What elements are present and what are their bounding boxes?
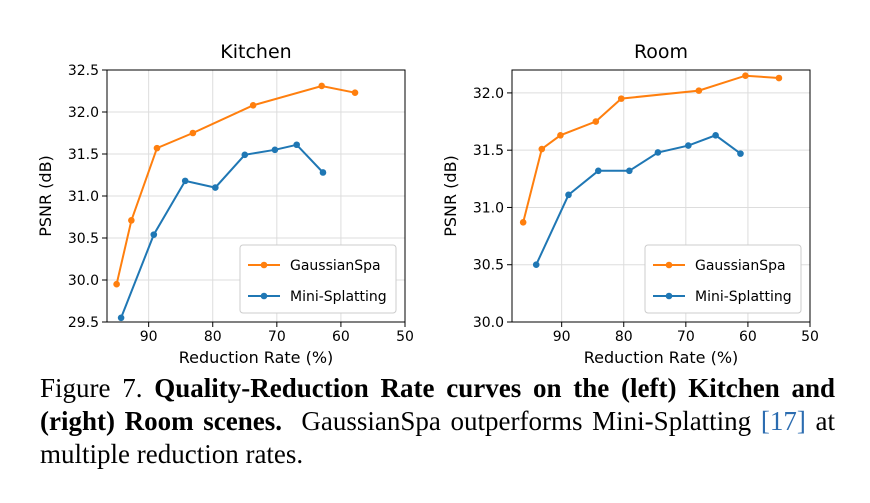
kitchen-mini-splatting-point [319, 169, 327, 176]
kitchen-gaussianspa-point [318, 82, 325, 90]
room-gaussianspa-point [557, 131, 564, 139]
room-y-axis-label: PSNR (dB) [441, 155, 460, 237]
kitchen-mini-splatting-point [271, 146, 279, 154]
kitchen-y-tick-label: 30.0 [68, 273, 99, 289]
room-gaussianspa-point [695, 87, 703, 94]
room-mini-splatting-point [685, 142, 692, 149]
kitchen-gaussianspa-legend-marker [260, 261, 268, 269]
kitchen-gaussianspa-point [189, 129, 197, 137]
room-mini-splatting-point [532, 261, 540, 269]
kitchen-legend: GaussianSpa Mini-Splatting [239, 244, 397, 314]
kitchen-mini-splatting-point [212, 184, 219, 191]
room-x-tick-label: 50 [801, 329, 819, 345]
kitchen-gaussianspa-point [128, 217, 135, 224]
kitchen-y-tick-label: 32.5 [68, 63, 99, 79]
kitchen-y-tick-label: 29.5 [68, 315, 99, 331]
kitchen-y-tick-label: 31.0 [68, 189, 99, 205]
citation-link[interactable]: [17] [760, 406, 806, 436]
kitchen-gaussianspa-point [351, 89, 359, 96]
kitchen-y-tick-label: 32.0 [68, 105, 99, 121]
kitchen-chart-title: Kitchen [220, 41, 291, 63]
room-y-tick-label: 32.0 [473, 86, 504, 102]
room-y-tick-label: 30.5 [473, 258, 504, 274]
kitchen-x-tick-label: 60 [332, 329, 350, 345]
kitchen-x-tick-label: 70 [268, 329, 286, 345]
kitchen-y-tick-label: 31.5 [68, 147, 99, 163]
room-x-tick-label: 80 [615, 329, 633, 345]
room-gaussianspa-point [775, 74, 783, 82]
room-mini-splatting-legend-label: Mini-Splatting [695, 289, 792, 305]
room-gaussianspa-point [617, 95, 625, 102]
kitchen-x-tick-label: 90 [140, 329, 158, 345]
room-gaussianspa-point [592, 118, 600, 125]
room-mini-splatting-point [654, 149, 662, 156]
kitchen-mini-splatting-point [293, 141, 300, 149]
kitchen-mini-splatting-point [150, 231, 158, 238]
room-y-tick-label: 31.0 [473, 200, 504, 216]
caption-bold-text: Quality-Reduction Rate curves on the (le… [40, 373, 835, 436]
kitchen-x-tick-label: 50 [396, 329, 414, 345]
kitchen-gaussianspa-legend-label: GaussianSpa [290, 258, 381, 274]
room-chart: 90 80 70 60 50 30.0 30.5 31.0 31.5 32.0 Room Reduct… [441, 41, 819, 367]
room-plot-frame [511, 69, 811, 323]
kitchen-mini-splatting-point [181, 177, 189, 185]
caption-text: GaussianSpa outperforms Mini-Splatting [301, 406, 752, 436]
room-mini-splatting-legend-marker [665, 292, 673, 300]
kitchen-y-axis-label: PSNR (dB) [36, 155, 55, 237]
room-chart-title: Room [634, 41, 688, 63]
room-gaussianspa-point [538, 145, 546, 153]
room-y-tick-label: 30.0 [473, 315, 504, 331]
room-gaussianspa-point [742, 72, 749, 80]
kitchen-y-tick-label: 30.5 [68, 231, 99, 247]
kitchen-gaussianspa-point [153, 144, 161, 152]
kitchen-mini-splatting-legend-label: Mini-Splatting [290, 289, 387, 305]
room-mini-splatting-line [535, 134, 742, 266]
kitchen-mini-splatting-legend-marker [260, 292, 268, 300]
room-legend: GaussianSpa Mini-Splatting [644, 244, 802, 314]
figure-caption: Figure 7. Quality-Reduction Rate curves … [40, 372, 835, 471]
room-x-axis-label: Reduction Rate (%) [584, 348, 739, 367]
room-mini-splatting-point [626, 167, 633, 175]
kitchen-mini-splatting-line [120, 143, 324, 319]
kitchen-mini-splatting-point [117, 314, 125, 322]
room-x-tick-label: 70 [677, 329, 695, 345]
room-x-tick-label: 60 [739, 329, 757, 345]
room-gaussianspa-line [522, 74, 780, 223]
caption-text-end: at multiple reduction rates. [40, 406, 836, 469]
kitchen-x-tick-label: 80 [204, 329, 222, 345]
room-mini-splatting-point [737, 150, 744, 157]
kitchen-gaussianspa-point [249, 101, 257, 109]
caption-label: Figure 7. [40, 373, 143, 403]
room-x-tick-label: 90 [553, 329, 571, 345]
kitchen-x-axis-label: Reduction Rate (%) [179, 348, 334, 367]
room-gaussianspa-point [519, 219, 527, 226]
room-y-tick-label: 31.5 [473, 143, 504, 159]
room-gaussianspa-legend-label: GaussianSpa [695, 258, 786, 274]
kitchen-gaussianspa-point [113, 280, 120, 288]
room-mini-splatting-point [712, 131, 719, 139]
room-mini-splatting-point [594, 167, 602, 175]
figure-charts: 90 80 70 60 50 29.5 30.0 30.5 31.0 31.5 32.0 32.5 Ki… [36, 41, 819, 367]
room-gaussianspa-legend-marker [665, 261, 673, 269]
kitchen-mini-splatting-point [241, 151, 249, 159]
room-mini-splatting-point [565, 191, 572, 199]
kitchen-chart: 90 80 70 60 50 29.5 30.0 30.5 31.0 31.5 32.0 32.5 Ki… [36, 41, 414, 367]
